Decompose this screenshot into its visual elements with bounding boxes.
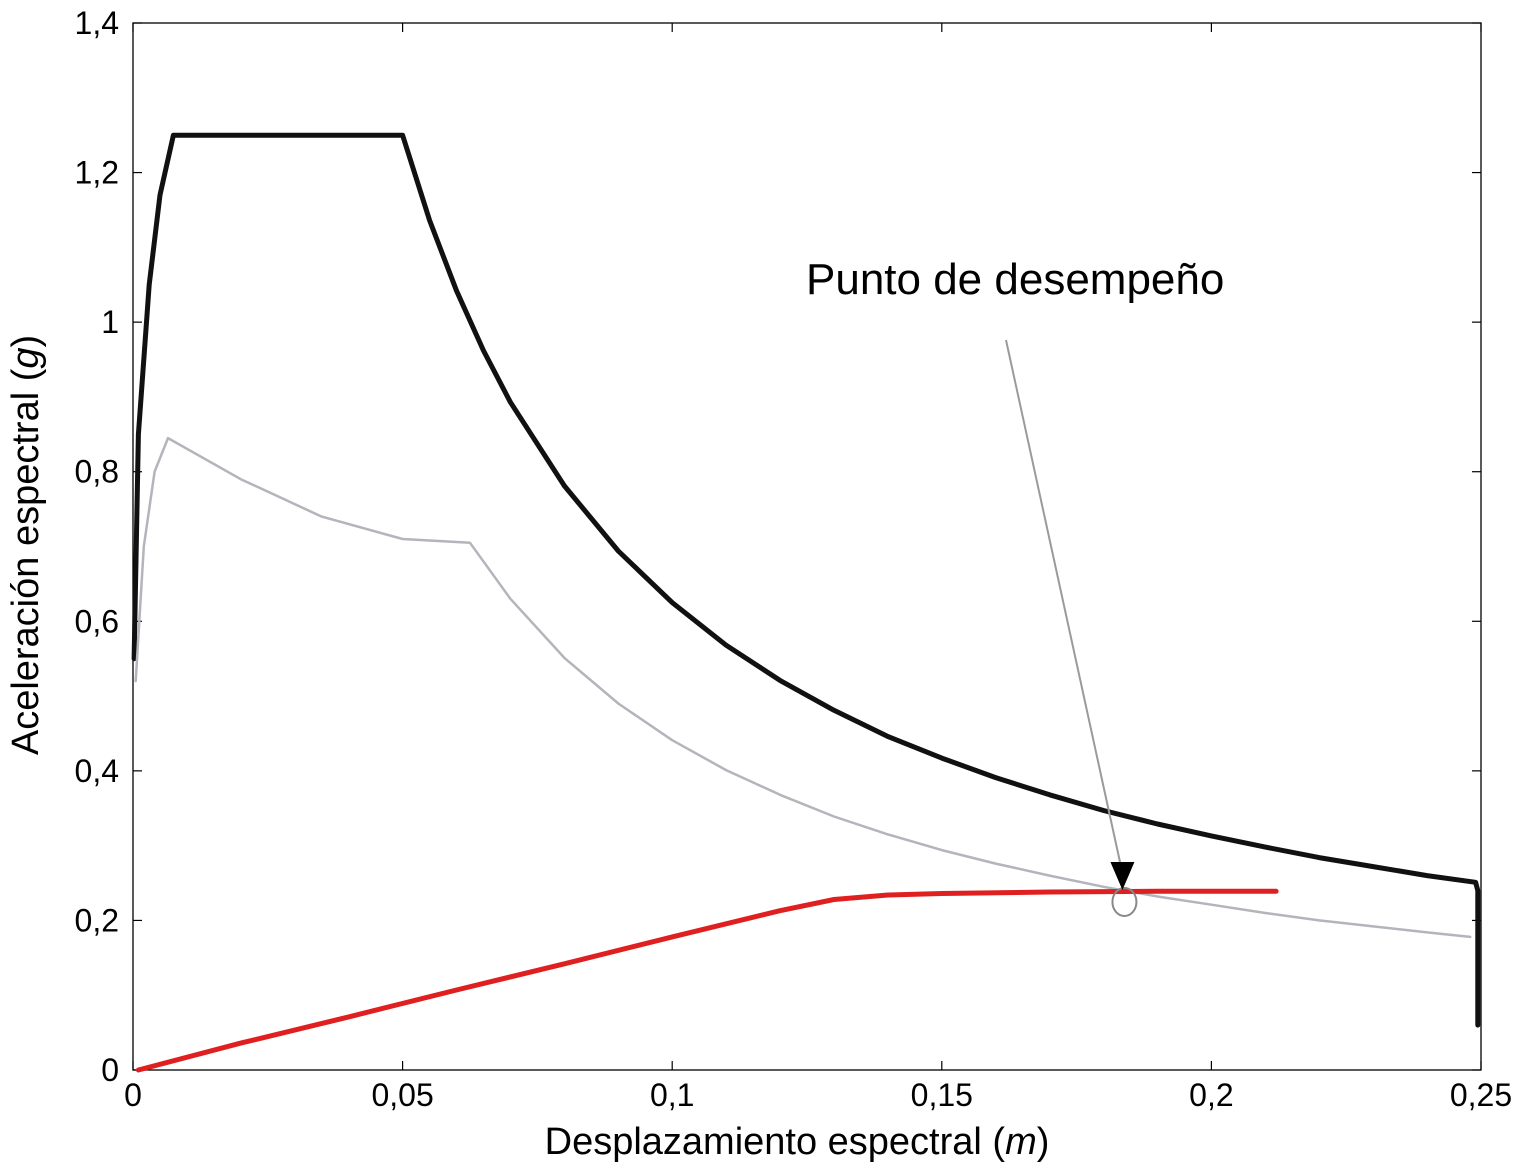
x-tick-label: 0	[124, 1077, 142, 1113]
x-axis-title-unit: m	[1005, 1121, 1037, 1163]
y-tick-label: 0,2	[75, 902, 119, 938]
series-layer	[131, 132, 1481, 1073]
y-axis-title-prefix: Aceleración espectral (	[5, 368, 47, 755]
x-tick-label: 0,05	[371, 1077, 433, 1113]
x-tick-label: 0,25	[1450, 1077, 1512, 1113]
performance-point-marker	[1111, 887, 1138, 918]
y-tick-label: 0	[101, 1052, 119, 1088]
annotation-arrowhead	[1110, 862, 1135, 891]
y-tick-label: 1,4	[75, 5, 119, 41]
x-axis-title-suffix: )	[1037, 1121, 1050, 1163]
y-axis-title-unit: g	[5, 348, 47, 369]
y-axis-title: Aceleración espectral (g)	[5, 335, 47, 755]
y-tick-label: 0,8	[75, 454, 119, 490]
plot-frame	[132, 22, 1482, 1071]
y-tick-label: 0,6	[75, 603, 119, 639]
y-axis-title-suffix: )	[5, 335, 47, 348]
x-tick-label: 0,2	[1189, 1077, 1233, 1113]
annotation-text: Punto de desempeño	[806, 255, 1224, 304]
annotation-layer: Punto de desempeño	[806, 255, 1224, 918]
y-axis-ticks: 0 0,2 0,4 0,6 0,8 1 1,2 1,4	[75, 5, 1481, 1088]
demand-spectrum-line	[131, 132, 1481, 1028]
capacity-curve-line	[135, 888, 1279, 1073]
reduced-spectrum-line	[134, 436, 1472, 939]
x-axis-title-prefix: Desplazamiento espectral (	[545, 1121, 1006, 1163]
x-axis-ticks: 0 0,05 0,1 0,15 0,2 0,25	[124, 23, 1512, 1113]
x-axis-title: Desplazamiento espectral (m)	[545, 1121, 1050, 1163]
x-tick-label: 0,15	[911, 1077, 973, 1113]
y-tick-label: 0,4	[75, 753, 119, 789]
x-tick-label: 0,1	[650, 1077, 694, 1113]
y-tick-label: 1	[101, 304, 119, 340]
y-tick-label: 1,2	[75, 155, 119, 191]
annotation-leader-line	[1005, 339, 1122, 865]
